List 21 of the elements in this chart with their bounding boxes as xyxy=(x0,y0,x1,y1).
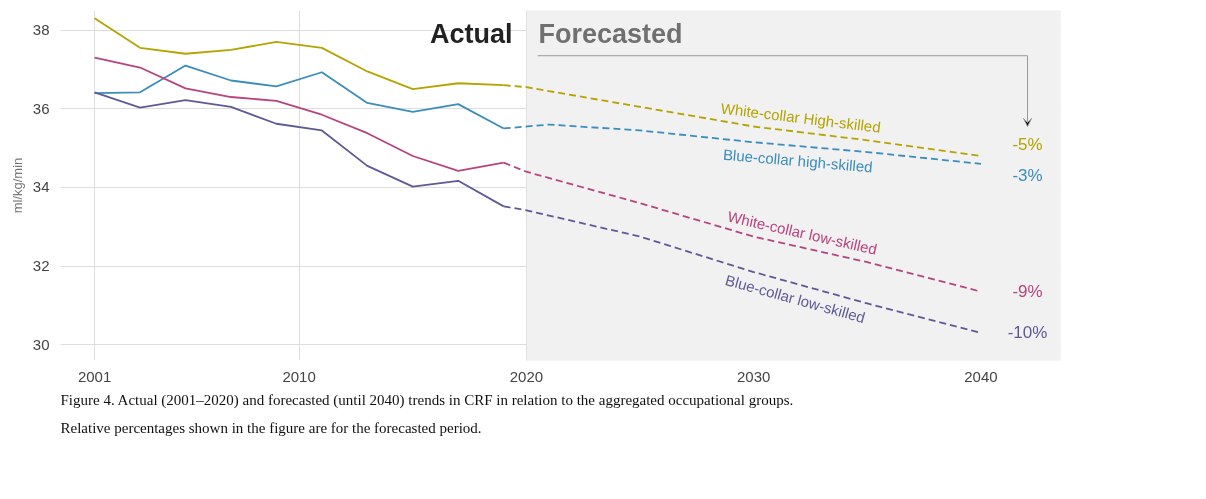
y-axis-title: ml/kg/min xyxy=(9,157,25,214)
x-tick-label: 2001 xyxy=(77,367,112,385)
x-tick-label: 2030 xyxy=(737,367,771,385)
x-tick-label: 2020 xyxy=(509,367,544,385)
y-tick-label: 34 xyxy=(32,178,50,196)
y-tick-label: 32 xyxy=(32,257,50,275)
annotation: -9% xyxy=(1012,282,1043,302)
text: Relative percentages shown in the figure are for the forecasted period. xyxy=(60,419,482,436)
y-tick-label: 30 xyxy=(32,335,50,353)
y-tick-label: 38 xyxy=(32,21,50,39)
series-label: Blue-collar high-skilled xyxy=(722,145,874,176)
caption: Figure 4. Actual (2001–2020) and forecasted (until 2040) trends in CRF in relation to the aggregated occupational groups. xyxy=(60,391,794,409)
y-tick-label: 36 xyxy=(32,99,50,117)
annotation: -3% xyxy=(1012,166,1043,186)
annotation: Actual xyxy=(429,19,513,50)
x-tick-label: 2040 xyxy=(964,367,998,385)
x-tick-label: 2010 xyxy=(282,367,316,385)
annotation: Forecasted xyxy=(538,19,683,50)
annotation: -10% xyxy=(1007,323,1048,343)
text: White-collar High-skilled xyxy=(720,99,882,136)
annotation: -5% xyxy=(1012,134,1043,154)
